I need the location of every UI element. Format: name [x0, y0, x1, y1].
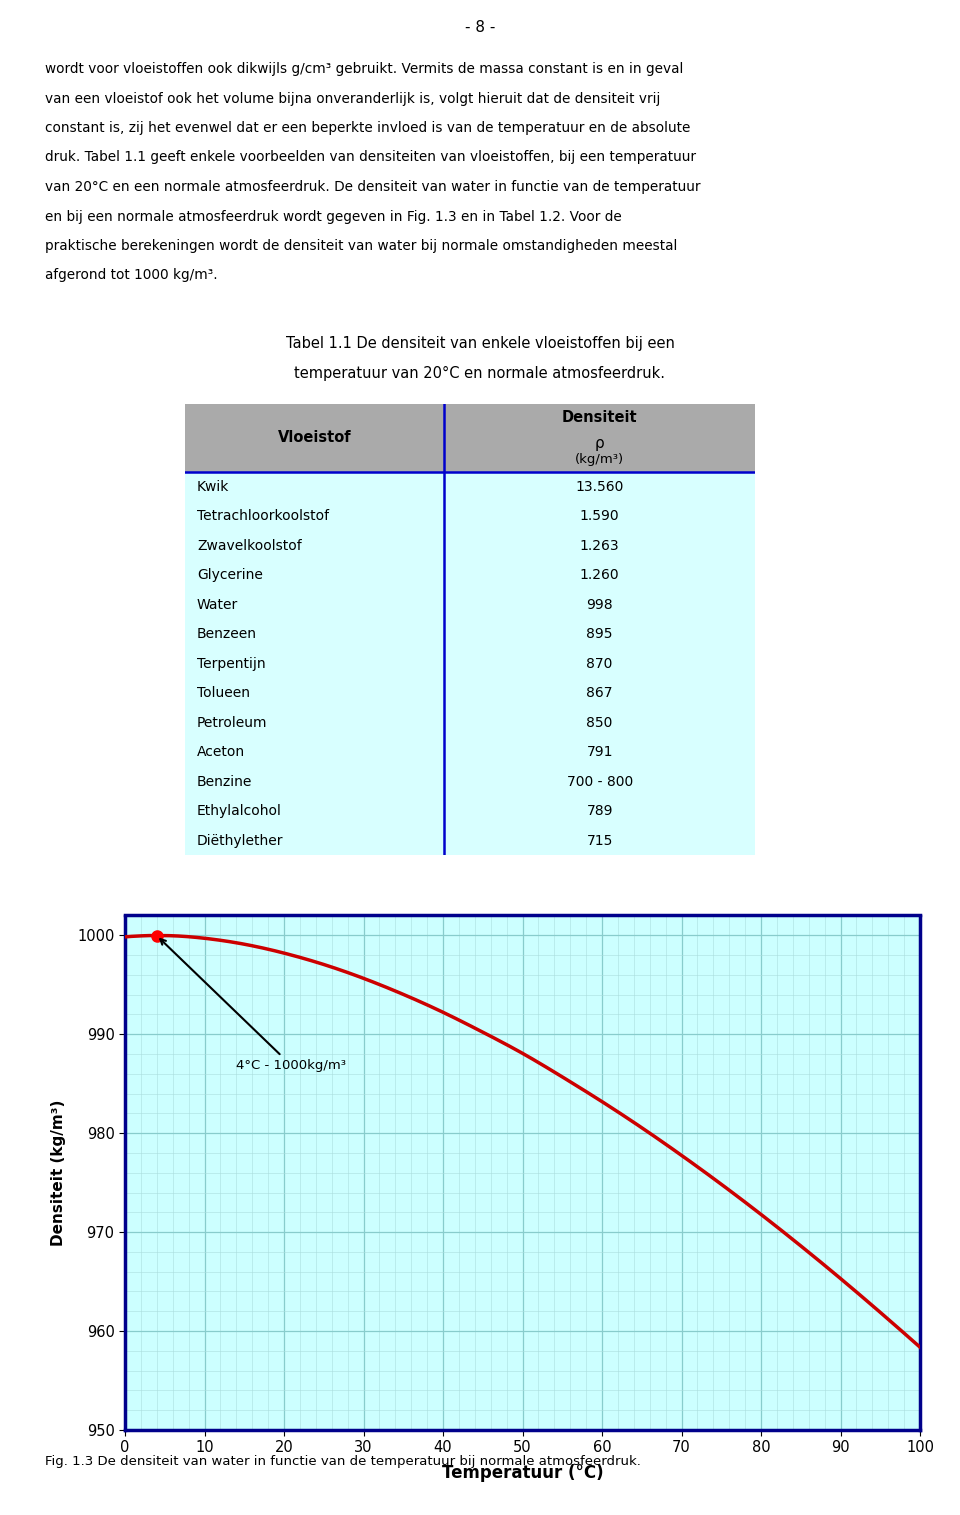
Text: 13.560: 13.560	[575, 480, 624, 494]
Text: en bij een normale atmosfeerdruk wordt gegeven in Fig. 1.3 en in Tabel 1.2. Voor: en bij een normale atmosfeerdruk wordt g…	[45, 209, 622, 224]
Text: ρ: ρ	[595, 436, 605, 451]
Text: Glycerine: Glycerine	[197, 568, 263, 582]
Text: temperatuur van 20°C en normale atmosfeerdruk.: temperatuur van 20°C en normale atmosfee…	[295, 367, 665, 380]
X-axis label: Temperatuur (°C): Temperatuur (°C)	[442, 1463, 603, 1482]
Text: 870: 870	[587, 656, 612, 671]
Text: wordt voor vloeistoffen ook dikwijls g/cm³ gebruikt. Vermits de massa constant i: wordt voor vloeistoffen ook dikwijls g/c…	[45, 62, 684, 76]
Text: Ethylalcohol: Ethylalcohol	[197, 804, 282, 818]
Text: afgerond tot 1000 kg/m³.: afgerond tot 1000 kg/m³.	[45, 268, 218, 282]
Text: Densiteit: Densiteit	[562, 411, 637, 426]
Text: Fig. 1.3 De densiteit van water in functie van de temperatuur bij normale atmosf: Fig. 1.3 De densiteit van water in funct…	[45, 1454, 641, 1468]
Text: 998: 998	[587, 598, 613, 612]
Text: Zwavelkoolstof: Zwavelkoolstof	[197, 539, 301, 553]
Text: 1.260: 1.260	[580, 568, 619, 582]
Text: 867: 867	[587, 686, 612, 700]
Text: 791: 791	[587, 745, 612, 759]
Text: 895: 895	[587, 627, 612, 641]
Text: Diëthylether: Diëthylether	[197, 833, 283, 848]
Text: Vloeistof: Vloeistof	[277, 430, 351, 445]
Text: van 20°C en een normale atmosfeerdruk. De densiteit van water in functie van de : van 20°C en een normale atmosfeerdruk. D…	[45, 180, 701, 194]
Text: Terpentijn: Terpentijn	[197, 656, 266, 671]
Text: constant is, zij het evenwel dat er een beperkte invloed is van de temperatuur e: constant is, zij het evenwel dat er een …	[45, 121, 690, 135]
Text: Kwik: Kwik	[197, 480, 229, 494]
Text: Water: Water	[197, 598, 238, 612]
Text: Benzine: Benzine	[197, 774, 252, 789]
Bar	[185, 405, 755, 473]
Text: druk. Tabel 1.1 geeft enkele voorbeelden van densiteiten van vloeistoffen, bij e: druk. Tabel 1.1 geeft enkele voorbeelden…	[45, 150, 696, 165]
Text: - 8 -: - 8 -	[465, 20, 495, 35]
Text: 715: 715	[587, 833, 612, 848]
Text: 4°C - 1000kg/m³: 4°C - 1000kg/m³	[160, 939, 347, 1071]
Text: Tabel 1.1 De densiteit van enkele vloeistoffen bij een: Tabel 1.1 De densiteit van enkele vloeis…	[285, 336, 675, 351]
Text: van een vloeistof ook het volume bijna onveranderlijk is, volgt hieruit dat de d: van een vloeistof ook het volume bijna o…	[45, 91, 660, 106]
Text: 700 - 800: 700 - 800	[566, 774, 633, 789]
Text: (kg/m³): (kg/m³)	[575, 453, 624, 467]
Y-axis label: Densiteit (kg/m³): Densiteit (kg/m³)	[51, 1100, 66, 1245]
Text: Benzeen: Benzeen	[197, 627, 257, 641]
Text: Tolueen: Tolueen	[197, 686, 250, 700]
Text: 850: 850	[587, 715, 612, 730]
Bar	[185, 473, 755, 856]
Text: Aceton: Aceton	[197, 745, 245, 759]
Text: praktische berekeningen wordt de densiteit van water bij normale omstandigheden : praktische berekeningen wordt de densite…	[45, 239, 678, 253]
Text: 1.590: 1.590	[580, 509, 619, 523]
Text: Petroleum: Petroleum	[197, 715, 268, 730]
Text: 789: 789	[587, 804, 612, 818]
Text: Tetrachloorkoolstof: Tetrachloorkoolstof	[197, 509, 329, 523]
Text: 1.263: 1.263	[580, 539, 619, 553]
